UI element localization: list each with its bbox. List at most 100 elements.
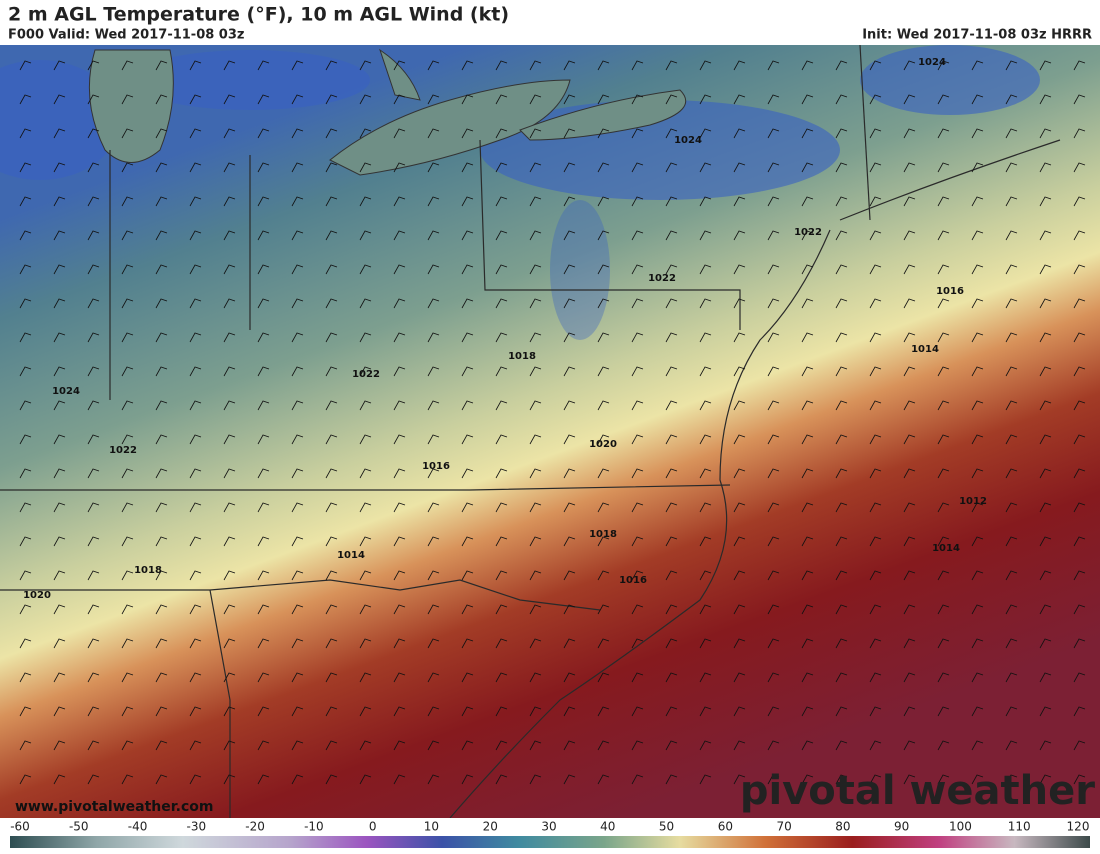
wind-barb (19, 434, 32, 445)
wind-barb (155, 638, 168, 649)
wind-barb (189, 706, 202, 717)
wind-barb (631, 468, 644, 479)
wind-barb (291, 672, 304, 683)
wind-barb (189, 366, 202, 377)
wind-barb (359, 230, 372, 241)
wind-barb (971, 468, 984, 479)
wind-barb (937, 604, 950, 615)
wind-barb (461, 570, 474, 581)
wind-barb (971, 604, 984, 615)
wind-barb (53, 502, 66, 513)
wind-barb (257, 536, 270, 547)
wind-barb (835, 434, 848, 445)
wind-barb (495, 774, 508, 785)
wind-barb (733, 706, 746, 717)
wind-barb (427, 366, 440, 377)
wind-barb (971, 672, 984, 683)
wind-barb (121, 332, 134, 343)
wind-barb (19, 502, 32, 513)
wind-barb (291, 196, 304, 207)
wind-barb (699, 536, 712, 547)
wind-barb (903, 468, 916, 479)
wind-barb (665, 570, 678, 581)
wind-barb (529, 502, 542, 513)
wind-barb (869, 604, 882, 615)
wind-barb (495, 434, 508, 445)
wind-barb (1005, 400, 1018, 411)
wind-barb (223, 94, 236, 105)
wind-barb (835, 332, 848, 343)
wind-barb (597, 604, 610, 615)
wind-barb (19, 468, 32, 479)
wind-barb (257, 638, 270, 649)
wind-barb (835, 400, 848, 411)
wind-barb (19, 366, 32, 377)
wind-barb (1073, 400, 1086, 411)
wind-barb (767, 230, 780, 241)
wind-barb (529, 536, 542, 547)
wind-barb (1073, 196, 1086, 207)
wind-barb (835, 706, 848, 717)
wind-barb (529, 162, 542, 173)
wind-barb (87, 366, 100, 377)
wind-barb (427, 400, 440, 411)
wind-barb (801, 128, 814, 139)
wind-barb (427, 638, 440, 649)
wind-barb (903, 94, 916, 105)
wind-barb (869, 332, 882, 343)
wind-barb (121, 638, 134, 649)
colorbar-tick-label: -20 (245, 820, 265, 834)
wind-barb (937, 434, 950, 445)
wind-barb (1039, 740, 1052, 751)
wind-barb (257, 604, 270, 615)
isobar-label: 1016 (936, 286, 964, 297)
wind-barb (291, 434, 304, 445)
colorbar-tick-label: -10 (304, 820, 324, 834)
wind-barb (1039, 774, 1052, 785)
wind-barb (631, 264, 644, 275)
wind-barb (597, 740, 610, 751)
wind-barb (699, 740, 712, 751)
isobar-label: 1022 (109, 445, 137, 456)
wind-barb (937, 332, 950, 343)
wind-barb (937, 400, 950, 411)
wind-barb (393, 638, 406, 649)
wind-barb (801, 502, 814, 513)
wind-barb (1005, 570, 1018, 581)
wind-barb (121, 706, 134, 717)
wind-barb (665, 298, 678, 309)
wind-barb (325, 128, 338, 139)
wind-barb (427, 162, 440, 173)
wind-barb (121, 502, 134, 513)
wind-barb (189, 638, 202, 649)
wind-barb (733, 468, 746, 479)
isobar-label: 1024 (674, 135, 702, 146)
wind-barb (427, 672, 440, 683)
wind-barb (767, 400, 780, 411)
wind-barb (155, 570, 168, 581)
wind-barb (1073, 332, 1086, 343)
wind-barb (665, 468, 678, 479)
wind-barb (495, 570, 508, 581)
wind-barb (1005, 366, 1018, 377)
wind-barb (903, 638, 916, 649)
wind-barb (53, 128, 66, 139)
wind-barb (461, 264, 474, 275)
wind-barb (359, 332, 372, 343)
colorbar-ticks: -60 -50 -40 -30 -20 -10 0 10 20 30 40 50 60 70 80 90 100… (10, 820, 1089, 834)
wind-barb (223, 536, 236, 547)
wind-barb (155, 502, 168, 513)
wind-barb (733, 332, 746, 343)
wind-barb (937, 774, 950, 785)
wind-barb (53, 298, 66, 309)
wind-barb (359, 162, 372, 173)
wind-barb (87, 230, 100, 241)
wind-barb (53, 94, 66, 105)
wind-barb (189, 400, 202, 411)
wind-barb (495, 366, 508, 377)
colorbar-tick-label: -30 (187, 820, 207, 834)
wind-barb (835, 162, 848, 173)
wind-barb (393, 672, 406, 683)
wind-barb (53, 638, 66, 649)
wind-barb (529, 298, 542, 309)
